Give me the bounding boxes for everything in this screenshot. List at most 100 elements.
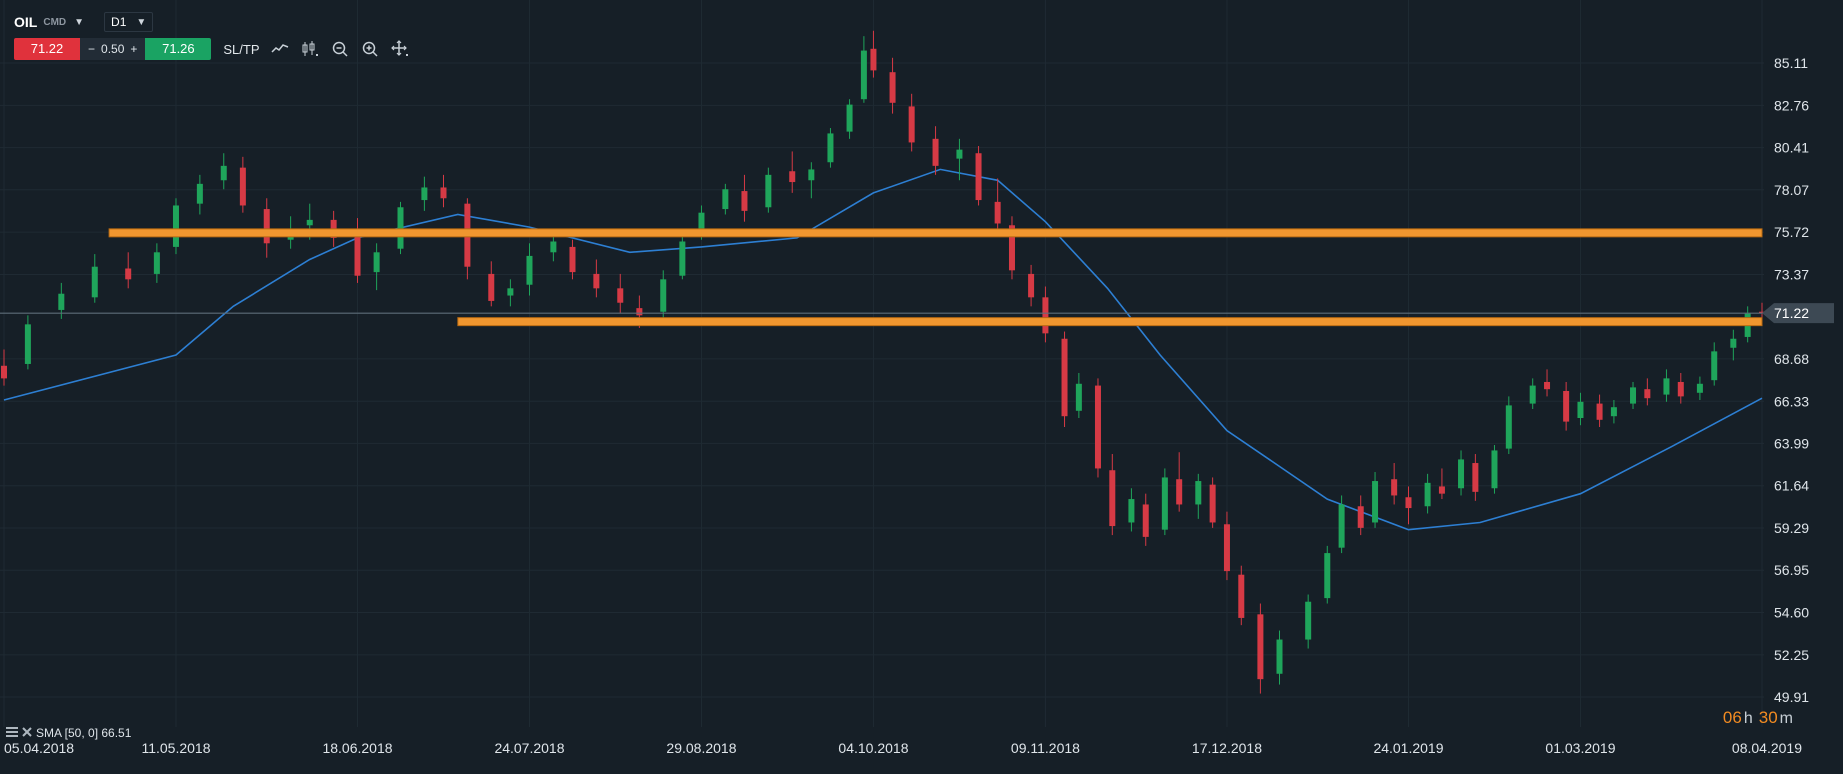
candle (1458, 450, 1464, 495)
decrease-button[interactable]: − (88, 38, 95, 60)
candle-body (1391, 479, 1397, 495)
candle-body (1458, 459, 1464, 488)
candles-icon[interactable] (300, 39, 320, 59)
candle-body (1128, 499, 1134, 522)
move-icon[interactable] (390, 39, 410, 59)
candle (1257, 604, 1263, 694)
price-tick-label: 78.07 (1774, 182, 1809, 198)
candle-body (861, 51, 867, 100)
candle-body (1195, 481, 1201, 504)
indicator-menu-icon[interactable] (6, 726, 18, 740)
date-tick-label: 18.06.2018 (322, 740, 392, 756)
timeframe-select[interactable]: D1 ▼ (104, 12, 153, 32)
zoom-out-icon[interactable] (330, 39, 350, 59)
candle-body (679, 241, 685, 275)
candle-body (1358, 506, 1364, 528)
candle (1391, 463, 1397, 504)
candle (909, 94, 915, 152)
candle (1095, 378, 1101, 477)
date-axis[interactable]: 05.04.2018 11.05.2018 18.06.2018 24.07.2018… (4, 740, 1802, 756)
candle-body (1697, 384, 1703, 393)
sell-price-button[interactable]: 71.22 (14, 38, 80, 60)
indicator-remove-icon[interactable] (22, 726, 32, 740)
candle (1224, 512, 1230, 580)
symbol-dropdown-icon[interactable]: ▼ (74, 17, 84, 28)
candle (1563, 382, 1569, 431)
candle (861, 36, 867, 103)
candle (1711, 342, 1717, 385)
candle-body (890, 72, 896, 103)
price-tick-label: 66.33 (1774, 393, 1809, 409)
candle (995, 178, 1001, 234)
candle (1372, 472, 1378, 528)
candle (1405, 486, 1411, 524)
candle (125, 252, 131, 288)
sl-tp-button[interactable]: SL/TP (223, 42, 259, 57)
candle-body (221, 166, 227, 180)
zoom-in-icon[interactable] (360, 39, 380, 59)
candle-body (1143, 504, 1149, 536)
candle (1238, 566, 1244, 625)
candle-body (1076, 384, 1082, 411)
candle-body (1425, 483, 1431, 506)
candle-body (636, 308, 642, 315)
candle (976, 146, 982, 205)
buy-price-button[interactable]: 71.26 (145, 38, 211, 60)
current-price-label: 71.22 (1774, 305, 1809, 321)
candle (1028, 265, 1034, 306)
candle-body (92, 267, 98, 298)
candle (1277, 631, 1283, 685)
candle-body (526, 256, 532, 285)
candle (808, 162, 814, 198)
candle (1358, 495, 1364, 535)
horizontal-zone[interactable] (458, 318, 1762, 326)
candle (741, 175, 747, 222)
horizontal-zone[interactable] (109, 229, 1762, 237)
candle (1530, 378, 1536, 409)
candle (464, 198, 470, 279)
candles (1, 31, 1765, 694)
candle (1663, 369, 1669, 401)
candle (1042, 287, 1048, 343)
price-tick-label: 49.91 (1774, 689, 1809, 705)
candle (421, 177, 427, 211)
candle (1730, 330, 1736, 361)
candle-body (1277, 640, 1283, 674)
candle (1425, 474, 1431, 514)
candle (789, 151, 795, 192)
line-chart-icon[interactable] (270, 39, 290, 59)
candle-body (1577, 402, 1583, 418)
sma-legend-label: SMA [50, 0] 66.51 (36, 726, 131, 740)
candle-body (1678, 382, 1684, 396)
candle-body (909, 106, 915, 142)
candle-body (1544, 382, 1550, 389)
trade-bar: 71.22 − 0.50 + 71.26 SL/TP (14, 38, 410, 60)
grid (0, 0, 1764, 727)
candle (1630, 382, 1636, 409)
increase-button[interactable]: + (130, 38, 137, 60)
candle (1176, 452, 1182, 511)
candle (92, 254, 98, 303)
candle (1195, 474, 1201, 519)
candle-body (1176, 479, 1182, 504)
candle-body (1663, 378, 1669, 394)
candle (1324, 546, 1330, 604)
price-tick-label: 61.64 (1774, 478, 1809, 494)
candle (240, 157, 246, 213)
candle-body (870, 49, 876, 71)
candle-body (398, 207, 404, 248)
candle (1109, 454, 1115, 535)
countdown-minutes-unit: m (1780, 710, 1793, 728)
candle-body (1372, 481, 1378, 522)
date-tick-label: 24.01.2019 (1373, 740, 1443, 756)
countdown-hours-unit: h (1744, 710, 1753, 728)
countdown-hours: 06 (1723, 708, 1742, 728)
candle-body (441, 187, 447, 198)
candle-body (488, 274, 494, 301)
volume-value[interactable]: 0.50 (101, 38, 124, 60)
symbol-label[interactable]: OIL (14, 14, 37, 30)
price-axis[interactable]: 85.11 82.76 80.41 78.07 75.72 73.37 68.68 66.33… (1762, 55, 1834, 705)
candle-body (1257, 614, 1263, 679)
